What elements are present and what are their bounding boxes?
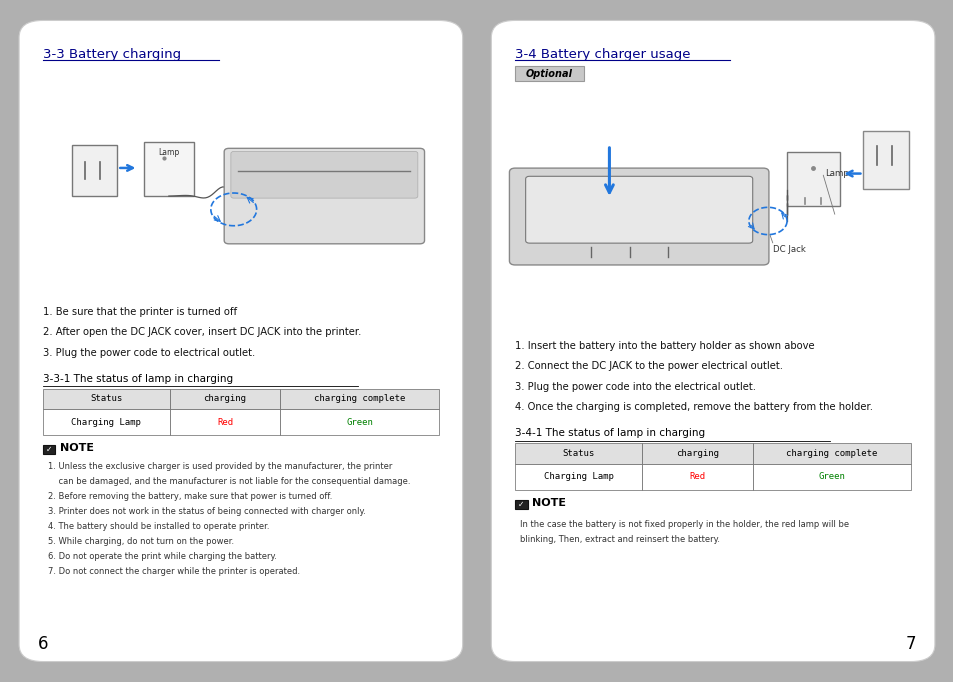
FancyBboxPatch shape (19, 20, 462, 662)
Text: 3-3 Battery charging: 3-3 Battery charging (43, 48, 181, 61)
Bar (43, 445, 55, 454)
Bar (752, 464, 910, 490)
Bar (71, 145, 117, 196)
Bar (752, 443, 910, 464)
Text: 3-4 Battery charger usage: 3-4 Battery charger usage (515, 48, 690, 61)
FancyBboxPatch shape (231, 151, 417, 198)
Text: Red: Red (216, 417, 233, 427)
Text: 5. While charging, do not turn on the power.: 5. While charging, do not turn on the po… (48, 537, 233, 546)
Text: Status: Status (561, 449, 594, 458)
Text: charging complete: charging complete (785, 449, 877, 458)
Text: In the case the battery is not fixed properly in the holder, the red lamp will b: In the case the battery is not fixed pro… (519, 520, 848, 529)
Text: Lamp: Lamp (158, 148, 179, 157)
Bar (515, 500, 527, 509)
Bar (43, 389, 170, 409)
Bar (786, 152, 839, 206)
Text: 1. Insert the battery into the battery holder as shown above: 1. Insert the battery into the battery h… (515, 341, 814, 351)
Text: 7. Do not connect the charger while the printer is operated.: 7. Do not connect the charger while the … (48, 567, 299, 576)
Bar (515, 66, 583, 81)
Bar (515, 464, 641, 490)
Text: Lamp: Lamp (824, 168, 848, 178)
Text: 2. Before removing the battery, make sure that power is turned off.: 2. Before removing the battery, make sur… (48, 492, 332, 501)
Text: Green: Green (346, 417, 373, 427)
Text: 2. After open the DC JACK cover, insert DC JACK into the printer.: 2. After open the DC JACK cover, insert … (43, 327, 361, 338)
Bar (280, 409, 438, 435)
Text: NOTE: NOTE (60, 443, 94, 453)
Text: charging complete: charging complete (314, 394, 405, 404)
Text: 1. Unless the exclusive charger is used provided by the manufacturer, the printe: 1. Unless the exclusive charger is used … (48, 462, 392, 471)
Text: 4. Once the charging is completed, remove the battery from the holder.: 4. Once the charging is completed, remov… (515, 402, 872, 413)
Bar (170, 389, 280, 409)
Text: NOTE: NOTE (532, 498, 566, 507)
Text: 3-3-1 The status of lamp in charging: 3-3-1 The status of lamp in charging (43, 374, 233, 384)
Text: Red: Red (688, 472, 704, 481)
Text: can be damaged, and the manufacturer is not liable for the consequential damage.: can be damaged, and the manufacturer is … (48, 477, 410, 486)
Bar (43, 409, 170, 435)
Text: ✓: ✓ (46, 445, 52, 454)
Text: 6: 6 (38, 636, 49, 653)
Bar (170, 409, 280, 435)
FancyBboxPatch shape (491, 20, 934, 662)
Bar (144, 142, 193, 196)
Text: Status: Status (90, 394, 122, 404)
Bar (641, 443, 752, 464)
Text: Charging Lamp: Charging Lamp (543, 472, 613, 481)
Text: DC Jack: DC Jack (772, 245, 804, 254)
Text: blinking, Then, extract and reinsert the battery.: blinking, Then, extract and reinsert the… (519, 535, 720, 544)
Text: 1. Be sure that the printer is turned off: 1. Be sure that the printer is turned of… (43, 307, 236, 317)
Bar (641, 464, 752, 490)
Bar (515, 443, 641, 464)
Text: 3-4-1 The status of lamp in charging: 3-4-1 The status of lamp in charging (515, 428, 704, 439)
Text: 4. The battery should be installed to operate printer.: 4. The battery should be installed to op… (48, 522, 269, 531)
Text: 3. Printer does not work in the status of being connected with charger only.: 3. Printer does not work in the status o… (48, 507, 365, 516)
FancyBboxPatch shape (509, 168, 768, 265)
Text: charging: charging (675, 449, 718, 458)
Bar (280, 389, 438, 409)
Text: 3. Plug the power code to electrical outlet.: 3. Plug the power code to electrical out… (43, 348, 254, 358)
Text: 3. Plug the power code into the electrical outlet.: 3. Plug the power code into the electric… (515, 382, 756, 392)
FancyBboxPatch shape (224, 148, 424, 243)
Text: Green: Green (818, 472, 844, 481)
Text: charging: charging (203, 394, 246, 404)
Text: Charging Lamp: Charging Lamp (71, 417, 141, 427)
Bar (862, 131, 908, 189)
Text: 7: 7 (904, 636, 915, 653)
Text: ✓: ✓ (517, 500, 524, 509)
Text: 6. Do not operate the print while charging the battery.: 6. Do not operate the print while chargi… (48, 552, 276, 561)
FancyBboxPatch shape (525, 176, 752, 243)
Text: Optional: Optional (525, 69, 573, 78)
Text: 2. Connect the DC JACK to the power electrical outlet.: 2. Connect the DC JACK to the power elec… (515, 361, 782, 372)
